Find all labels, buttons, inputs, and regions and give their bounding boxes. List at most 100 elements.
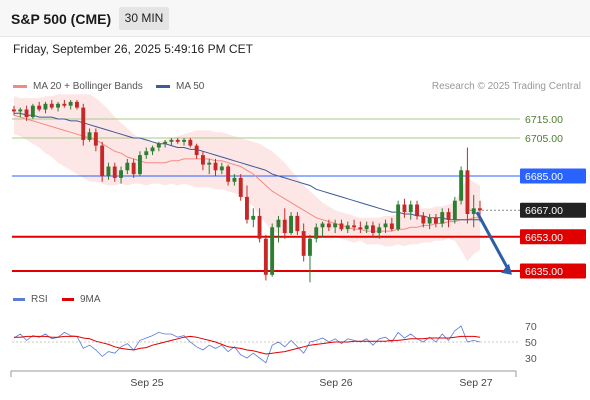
candle-body <box>276 219 281 228</box>
candle-body <box>182 139 186 142</box>
candle-body <box>93 132 98 146</box>
candle-body <box>333 223 338 228</box>
candle-body <box>314 227 319 239</box>
ma20-swatch <box>13 84 27 88</box>
legend-9ma-label: 9MA <box>80 294 101 305</box>
candle-body <box>251 215 256 220</box>
candle-body <box>18 109 23 112</box>
candle-body <box>56 103 60 108</box>
candle-body <box>415 204 419 216</box>
candle-body <box>219 166 224 171</box>
legend-rsi-label: RSI <box>31 294 48 305</box>
candle-body <box>232 177 237 182</box>
candle-body <box>452 200 457 220</box>
candle-body <box>326 223 331 228</box>
candle-body <box>301 231 306 256</box>
candle-body <box>226 166 231 182</box>
candle-body <box>49 103 54 108</box>
candle-body <box>100 145 105 176</box>
level-badge <box>520 229 586 245</box>
candle-body <box>201 155 205 165</box>
candle-body <box>112 166 117 178</box>
x-tick-label: Sep 25 <box>130 377 163 389</box>
legend-9ma: 9MA <box>62 294 101 305</box>
legend-ma20-bb: MA 20 + Bollinger Bands <box>13 81 143 92</box>
ma50-line <box>14 112 480 221</box>
candle-body <box>144 151 149 156</box>
candle-body <box>408 204 413 213</box>
candle-body <box>169 139 174 142</box>
candle-body <box>131 162 136 175</box>
candle-body <box>352 225 356 228</box>
candle-body <box>434 217 438 224</box>
candle-body <box>396 204 401 230</box>
candle-body <box>478 208 482 211</box>
level-label: 6705.00 <box>525 133 563 145</box>
candle-body <box>119 170 123 178</box>
candle-body <box>440 212 445 224</box>
rsi-swatch <box>13 297 25 301</box>
candle-body <box>371 225 375 233</box>
candle-body <box>257 215 262 239</box>
candle-body <box>270 227 275 275</box>
candle-body <box>24 109 29 118</box>
candle-body <box>150 147 155 152</box>
candle-body <box>188 139 193 146</box>
candle-body <box>377 227 382 233</box>
candle-body <box>207 162 212 165</box>
candle-body <box>175 139 180 142</box>
candle-body <box>364 225 369 230</box>
timeframe-button[interactable]: 30 MIN <box>119 7 169 30</box>
candle-body <box>194 145 199 156</box>
candle-body <box>37 105 42 110</box>
candle-body <box>402 204 407 213</box>
candle-body <box>68 101 73 106</box>
candle-body <box>213 162 218 171</box>
instrument-title: S&P 500 (CME) <box>11 11 112 27</box>
candle-body <box>446 212 451 220</box>
candle-body <box>138 155 142 175</box>
candle-body <box>345 225 350 230</box>
candle-body <box>471 208 476 214</box>
candle-body <box>289 215 293 233</box>
candle-body <box>30 105 35 118</box>
candle-body <box>427 217 432 224</box>
candle-body <box>81 107 86 140</box>
legend-ma50: MA 50 <box>156 81 204 92</box>
candle-body <box>125 162 130 171</box>
legend-ma20-label: MA 20 + Bollinger Bands <box>33 81 143 92</box>
candle-body <box>465 170 470 214</box>
candle-body <box>87 132 92 140</box>
candle-body <box>358 227 363 230</box>
rsi-tick-label: 70 <box>525 321 537 333</box>
top-bar: S&P 500 (CME) 30 MIN <box>0 0 590 37</box>
candle-body <box>75 101 79 108</box>
x-tick-label: Sep 26 <box>319 377 352 389</box>
candle-body <box>339 223 344 230</box>
candle-body <box>163 141 168 144</box>
level-badge <box>520 263 586 279</box>
ma20-line <box>13 114 480 232</box>
candle-body <box>12 109 16 112</box>
legend-rsi: RSI <box>13 294 48 305</box>
candle-body <box>156 143 161 148</box>
x-tick-label: Sep 27 <box>459 377 492 389</box>
candle-body <box>245 196 249 220</box>
rsi-ma9-line <box>14 335 481 355</box>
rsi-tick-label: 30 <box>525 353 537 365</box>
candle-body <box>106 166 111 176</box>
level-label: 6685.00 <box>525 171 563 183</box>
candle-body <box>459 170 464 201</box>
bollinger-band <box>14 94 480 262</box>
level-badge <box>520 168 586 184</box>
level-badge <box>520 202 586 218</box>
level-label: 6635.00 <box>525 266 563 278</box>
candle-body <box>295 215 300 232</box>
ma50-swatch <box>156 84 170 88</box>
candle-body <box>263 238 268 275</box>
forecast-arrow <box>475 211 509 268</box>
datetime-label: Friday, September 26, 2025 5:49:16 PM CE… <box>13 42 253 56</box>
candle-body <box>389 223 394 230</box>
level-label: 6715.00 <box>525 114 563 126</box>
